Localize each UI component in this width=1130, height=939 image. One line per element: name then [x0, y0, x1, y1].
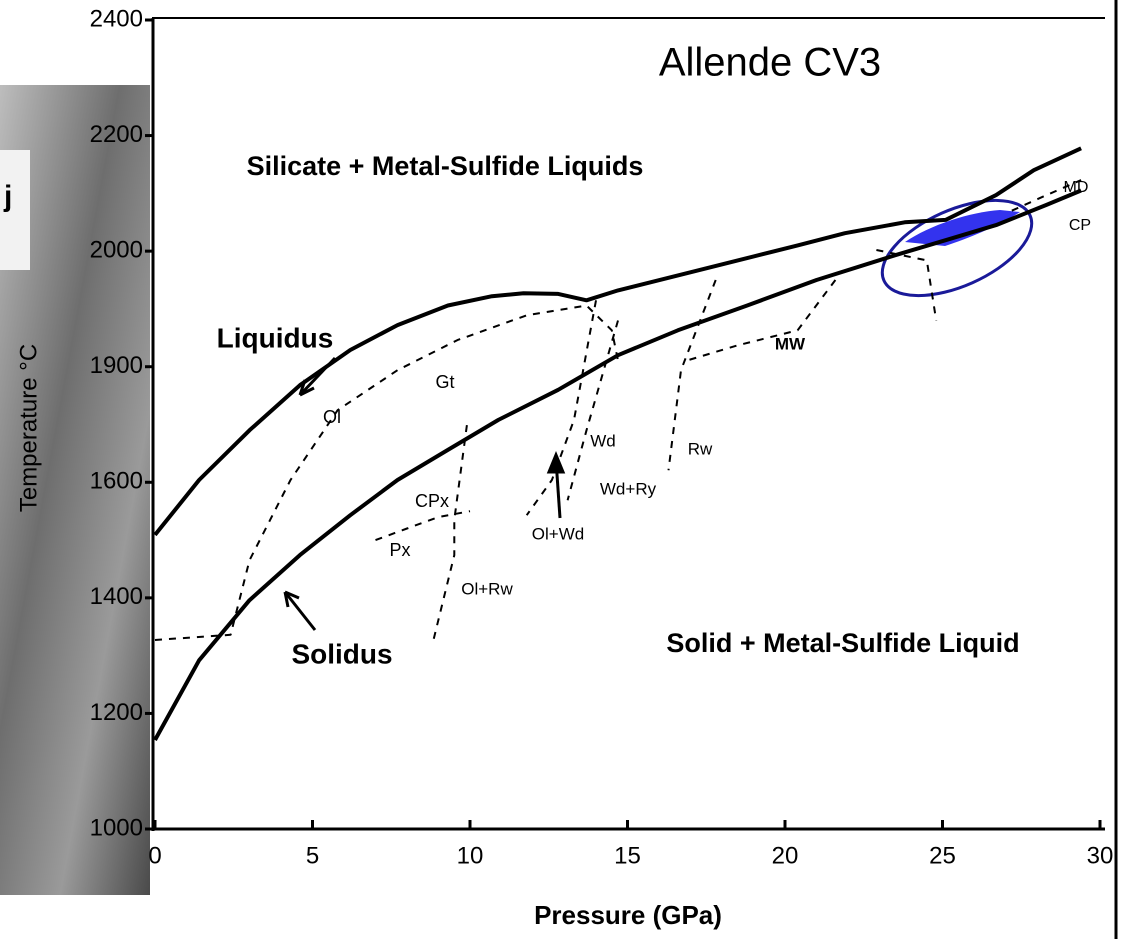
phase-boundary	[687, 279, 837, 362]
x-tick-label: 15	[614, 842, 641, 869]
chart-title: Allende CV3	[659, 41, 881, 85]
annotation: Liquidus	[217, 322, 334, 353]
x-tick-label: 5	[306, 842, 319, 869]
y-tick-label: 1900	[90, 352, 143, 379]
phase-boundary	[154, 304, 619, 641]
plot-area: 1000 1200 1400 1600 1900 2000 2200 2400 0 5 10 15 20…	[90, 5, 1114, 869]
olwd-arrowhead	[546, 451, 566, 474]
annotation: CPx	[415, 491, 449, 511]
annotation: Gt	[435, 372, 454, 392]
y-tick-label: 1000	[90, 814, 143, 841]
y-tick-label: 2400	[90, 5, 143, 32]
highlight-ellipse	[880, 198, 1034, 298]
y-tick-label: 1600	[90, 468, 143, 495]
phase-boundary	[375, 510, 471, 542]
annotation: Solidus	[291, 638, 392, 669]
annotation: MD	[1064, 179, 1089, 196]
y-tick-label: 2000	[90, 236, 143, 263]
y-tick-label: 1200	[90, 699, 143, 726]
x-axis-label: Pressure (GPa)	[534, 900, 722, 930]
solidus-arrow	[283, 591, 317, 631]
annotation: CP	[1069, 217, 1091, 234]
curve	[153, 188, 1082, 741]
phase-boundary	[876, 249, 938, 321]
x-tick-label: 30	[1087, 842, 1114, 869]
x-tick-label: 20	[772, 842, 799, 869]
annotation: Wd+Ry	[600, 479, 657, 498]
highlight-region	[905, 210, 1020, 246]
phase-boundary	[431, 424, 468, 646]
annotation: Ol	[323, 407, 341, 427]
y-tick-label: 1400	[90, 583, 143, 610]
solidus-arrowhead	[283, 590, 300, 608]
photo-patch	[0, 150, 30, 270]
x-tick-label: 10	[457, 842, 484, 869]
curve	[153, 146, 1082, 537]
y-tick-label: 2200	[90, 121, 143, 148]
plot-background	[150, 0, 1115, 939]
annotation: Px	[389, 540, 410, 560]
phase-boundary	[566, 320, 619, 501]
y-axis-label: Temperature °C	[15, 344, 42, 512]
annotation: Solid + Metal-Sulfide Liquid	[666, 628, 1019, 658]
annotation: Wd	[590, 431, 616, 450]
annotation: Silicate + Metal-Sulfide Liquids	[247, 151, 644, 181]
x-tick-label: 0	[148, 842, 161, 869]
annotation: Ol+Wd	[532, 524, 584, 543]
annotation: Rw	[688, 439, 713, 458]
annotation: Ol+Rw	[461, 579, 513, 598]
phase-boundary	[667, 279, 717, 471]
annotation: MW	[775, 334, 806, 353]
x-tick-label: 25	[929, 842, 956, 869]
photo-text: j	[3, 180, 12, 213]
phase-boundary	[525, 300, 597, 516]
